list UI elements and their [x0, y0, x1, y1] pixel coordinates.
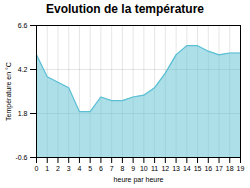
svg-text:12: 12 [161, 165, 169, 172]
svg-text:15: 15 [194, 165, 202, 172]
svg-text:5: 5 [88, 165, 92, 172]
svg-text:4.2: 4.2 [18, 66, 28, 73]
svg-text:9: 9 [131, 165, 135, 172]
svg-text:-0.6: -0.6 [15, 154, 27, 161]
svg-text:1.8: 1.8 [18, 110, 28, 117]
svg-text:1: 1 [45, 165, 49, 172]
svg-text:4: 4 [77, 165, 81, 172]
svg-text:Température en °C: Température en °C [5, 62, 13, 121]
html-text:Evolution de la température: Evolution de la température [46, 2, 204, 16]
svg-text:3: 3 [67, 165, 71, 172]
svg-text:6: 6 [99, 165, 103, 172]
svg-text:16: 16 [204, 165, 212, 172]
svg-text:11: 11 [151, 165, 158, 172]
svg-text:6.6: 6.6 [18, 22, 28, 29]
svg-text:7: 7 [110, 165, 114, 172]
svg-text:10: 10 [140, 165, 148, 172]
svg-text:heure par heure: heure par heure [114, 176, 164, 184]
svg-text:19: 19 [237, 165, 245, 172]
svg-text:18: 18 [226, 165, 234, 172]
svg-text:14: 14 [183, 165, 191, 172]
svg-text:13: 13 [172, 165, 180, 172]
svg-text:8: 8 [120, 165, 124, 172]
svg-text:17: 17 [215, 165, 223, 172]
svg-text:2: 2 [56, 165, 60, 172]
svg-text:0: 0 [35, 165, 39, 172]
